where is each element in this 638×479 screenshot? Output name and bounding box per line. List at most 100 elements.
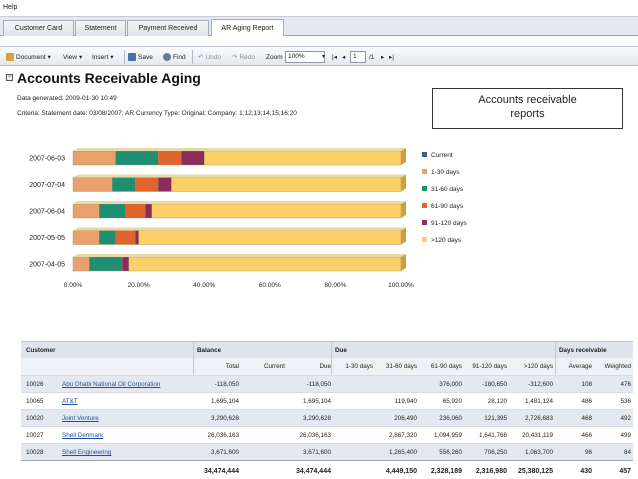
col-current: Current [264,363,285,370]
col-31-60-days: 31-60 days [385,363,417,370]
column-divider [193,342,194,358]
cell-due: 26,036,163 [299,432,331,439]
cell-91-120: 121,395 [484,415,507,422]
legend-label: >120 days [431,237,462,244]
col-due-amount: Due [319,363,331,370]
category-label: 2007-06-03 [29,156,65,163]
bar-top-face [73,148,406,151]
bar-segment [99,230,116,245]
page-total: /1 [369,53,375,61]
cell-over-120: 1,481,124 [524,398,553,405]
customer-id: 10026 [26,381,44,388]
bar-segment [112,177,136,192]
col-average: Average [568,363,592,370]
zoom-dropdown-icon[interactable]: ▾ [321,54,325,60]
cell-91-120: 1,641,766 [478,432,507,439]
legend-label: Current [431,152,453,159]
cell-weighted: 492 [620,415,631,422]
bar-end-cap [401,201,406,218]
previous-page-icon[interactable]: ◂ [342,54,346,61]
col-91-120-days: 91-120 days [472,363,507,370]
customer-id: 10028 [26,449,44,456]
cell-average: 96 [584,449,592,456]
table-row: 10020 Joint Venture 3,290,628 3,290,628 … [21,409,633,426]
column-divider [555,358,556,375]
page-number-input[interactable]: 1 [350,51,366,63]
customer-link[interactable]: Shell Denmark [62,432,104,439]
customer-link[interactable]: Joint Venture [62,415,99,422]
bar-top-face [73,227,406,231]
tab-statement[interactable]: Statement [75,20,126,36]
callout-line-1: Accounts receivable [478,94,577,106]
customer-link[interactable]: AT&T [62,398,78,405]
undo-icon: ↶ [198,54,204,61]
bar-segment [181,150,205,166]
find-button[interactable]: Find [163,51,186,63]
aging-chart: 2007-06-03 2007-07-04 2007-06-04 2007-05-05… [29,148,468,289]
legend-swatch [422,220,427,225]
customer-link[interactable]: Shell Engineering [62,449,112,456]
menu-help[interactable]: Help [3,4,18,11]
insert-menu[interactable]: Insert ▾ [92,53,114,62]
cell-due: 1,695,104 [302,398,331,405]
bar-segment [72,256,90,272]
total-average: 430 [580,468,592,475]
table-group-header: Customer Balance Due Days receivable [21,341,633,358]
zoom-input[interactable]: 100% [285,51,325,63]
save-icon [128,53,136,61]
bar-segment [135,230,139,245]
redo-icon: ↷ [232,54,238,61]
bar-top-face [73,201,406,204]
document-menu[interactable]: Document ▾ [6,51,51,63]
x-tick-label: 40.00% [193,282,215,289]
col-over-120-days: >120 days [523,363,553,370]
zoom-label: Zoom [266,53,283,61]
bar-segment [72,203,100,219]
cell-61-90: 65,920 [442,398,462,405]
column-divider [331,342,332,358]
bar-end-cap [401,148,406,165]
redo-button[interactable]: ↷ Redo [232,53,255,62]
toolbar-divider [124,50,125,64]
bar-segment [72,230,100,245]
cell-over-120: 1,063,700 [524,449,553,456]
total-over-120: 25,380,125 [517,468,553,475]
cell-due: 3,671,600 [302,449,331,456]
view-menu[interactable]: View ▾ [63,53,83,62]
tab-payment-received[interactable]: Payment Received [127,20,209,36]
customer-link[interactable]: Abu Dhabi National Oil Corporation [62,381,161,388]
bar-top-face [73,254,406,257]
cell-91-120: 28,120 [487,398,507,405]
tab-bar: Customer Card Statement Payment Received… [0,17,638,36]
cell-weighted: 84 [623,449,631,456]
category-label: 2007-06-04 [29,209,65,216]
col-weighted: Weighted [604,363,632,370]
undo-button[interactable]: ↶ Undo [198,53,221,62]
x-tick-label: 20.00% [128,282,150,289]
cell-weighted: 476 [620,381,631,388]
customer-id: 10027 [26,432,44,439]
last-page-icon[interactable]: ▸| [389,54,394,61]
report-title: Accounts Receivable Aging [17,70,201,86]
next-page-icon[interactable]: ▸ [381,54,385,61]
total-31-60: 4,449,150 [385,468,417,475]
collapse-toggle-icon[interactable]: − [6,74,13,81]
bar-segment [121,256,129,272]
legend-swatch [422,152,427,157]
table-row: 10065 AT&T 1,695,104 1,695,104 119,940 6… [21,392,633,409]
category-label: 2007-05-05 [29,235,65,242]
col-days-receivable: Days receivable [559,347,607,354]
cell-total: 1,695,104 [210,398,239,405]
chevron-down-icon: ▾ [47,54,51,61]
chevron-down-icon: ▾ [78,54,83,61]
tab-ar-aging-report[interactable]: AR Aging Report [211,19,284,36]
first-page-icon[interactable]: |◂ [332,54,337,61]
category-label: 2007-04-05 [29,262,65,269]
col-61-90-days: 61-90 days [430,363,462,370]
cell-average: 466 [581,432,592,439]
cell-61-90: 236,060 [439,415,462,422]
tab-customer-card[interactable]: Customer Card [3,20,74,36]
cell-61-90: 1,094,959 [433,432,462,439]
table-total-row: 34,474,444 34,474,444 4,449,150 2,328,18… [21,460,633,479]
save-button[interactable]: Save [128,51,153,63]
